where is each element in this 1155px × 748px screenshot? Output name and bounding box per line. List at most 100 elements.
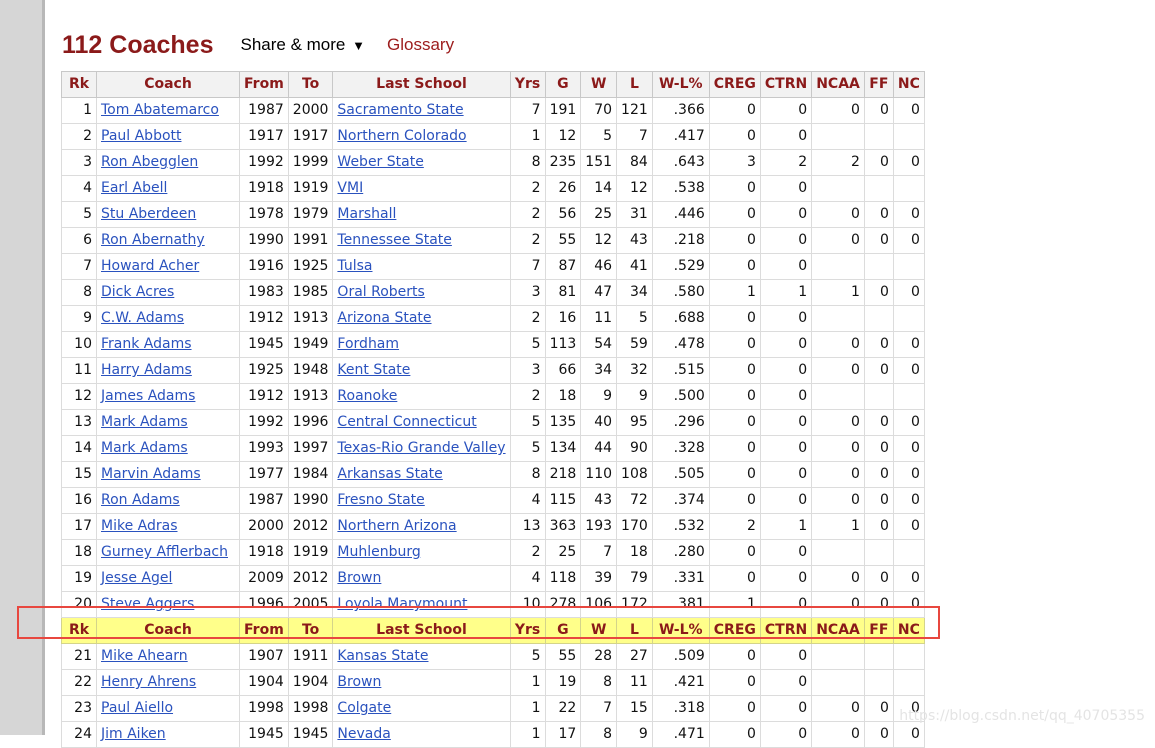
school-link[interactable]: Arizona State bbox=[337, 310, 432, 326]
header-nc: NC bbox=[892, 617, 925, 644]
header-to[interactable]: To bbox=[287, 71, 334, 98]
header-l[interactable]: L bbox=[616, 71, 653, 98]
cell-yrs: 2 bbox=[509, 383, 546, 410]
coach-link[interactable]: Harry Adams bbox=[101, 362, 192, 378]
cell-coach: Mark Adams bbox=[96, 435, 240, 462]
header-w[interactable]: W bbox=[580, 71, 618, 98]
cell-ff: 0 bbox=[863, 149, 894, 176]
cell-to: 1949 bbox=[287, 331, 334, 358]
header-last-school[interactable]: Last School bbox=[332, 71, 511, 98]
cell-ncaa: 0 bbox=[811, 435, 865, 462]
cell-ctrn: 0 bbox=[759, 123, 813, 150]
school-link[interactable]: Tulsa bbox=[337, 258, 373, 274]
cell-yrs: 2 bbox=[509, 175, 546, 202]
coach-link[interactable]: C.W. Adams bbox=[101, 310, 185, 326]
glossary-link[interactable]: Glossary bbox=[387, 35, 455, 54]
cell-ff bbox=[863, 175, 894, 202]
coach-link[interactable]: Ron Adams bbox=[101, 492, 180, 508]
header-coach[interactable]: Coach bbox=[96, 71, 240, 98]
header-creg[interactable]: CREG bbox=[708, 71, 761, 98]
header-ff[interactable]: FF bbox=[863, 71, 894, 98]
cell-nc bbox=[892, 123, 925, 150]
coach-link[interactable]: Tom Abatemarco bbox=[101, 102, 219, 118]
cell-coach: Earl Abell bbox=[96, 175, 240, 202]
cell-l: 27 bbox=[616, 643, 653, 670]
cell-nc: 0 bbox=[892, 409, 925, 436]
coach-link[interactable]: Ron Abernathy bbox=[101, 232, 205, 248]
coach-link[interactable]: Gurney Afflerbach bbox=[101, 544, 228, 560]
share-menu-button[interactable]: Share & more ▼ bbox=[241, 35, 366, 55]
cell-last-school: Arizona State bbox=[332, 305, 511, 332]
coach-link[interactable]: Steve Aggers bbox=[101, 596, 195, 612]
header-g[interactable]: G bbox=[544, 71, 582, 98]
cell-g: 113 bbox=[544, 331, 582, 358]
school-link[interactable]: Brown bbox=[337, 674, 382, 690]
coach-link[interactable]: Mike Ahearn bbox=[101, 648, 188, 664]
school-link[interactable]: Loyola Marymount bbox=[337, 596, 468, 612]
school-link[interactable]: Northern Arizona bbox=[337, 518, 457, 534]
school-link[interactable]: VMI bbox=[337, 180, 364, 196]
header-nc[interactable]: NC bbox=[892, 71, 925, 98]
school-link[interactable]: Colgate bbox=[337, 700, 392, 716]
coach-link[interactable]: Earl Abell bbox=[101, 180, 168, 196]
coach-link[interactable]: Mike Adras bbox=[101, 518, 178, 534]
school-link[interactable]: Fresno State bbox=[337, 492, 425, 508]
header-yrs[interactable]: Yrs bbox=[509, 71, 546, 98]
school-link[interactable]: Sacramento State bbox=[337, 102, 464, 118]
header-wl-pct[interactable]: W-L% bbox=[651, 71, 710, 98]
school-link[interactable]: Texas-Rio Grande Valley bbox=[337, 440, 506, 456]
coach-link[interactable]: Mark Adams bbox=[101, 414, 188, 430]
header-from[interactable]: From bbox=[239, 71, 289, 98]
cell-coach: Mike Ahearn bbox=[96, 643, 240, 670]
cell-w: 106 bbox=[580, 591, 618, 618]
cell-ff bbox=[863, 539, 894, 566]
school-link[interactable]: Oral Roberts bbox=[337, 284, 425, 300]
coach-link[interactable]: Mark Adams bbox=[101, 440, 188, 456]
cell-coach: Paul Aiello bbox=[96, 695, 240, 722]
school-link[interactable]: Arkansas State bbox=[337, 466, 443, 482]
coach-link[interactable]: Stu Aberdeen bbox=[101, 206, 197, 222]
cell-ctrn: 0 bbox=[759, 383, 813, 410]
school-link[interactable]: Tennessee State bbox=[337, 232, 452, 248]
coach-link[interactable]: Ron Abegglen bbox=[101, 154, 199, 170]
header-ctrn[interactable]: CTRN bbox=[759, 71, 813, 98]
school-link[interactable]: Northern Colorado bbox=[337, 128, 467, 144]
coach-link[interactable]: Paul Aiello bbox=[101, 700, 174, 716]
cell-w: 47 bbox=[580, 279, 618, 306]
header-rk[interactable]: Rk bbox=[61, 71, 97, 98]
header-ncaa[interactable]: NCAA bbox=[811, 71, 865, 98]
school-link[interactable]: Weber State bbox=[337, 154, 424, 170]
cell-creg: 0 bbox=[708, 305, 761, 332]
school-link[interactable]: Fordham bbox=[337, 336, 400, 352]
coach-link[interactable]: Frank Adams bbox=[101, 336, 192, 352]
cell-to: 1911 bbox=[287, 643, 334, 670]
cell-creg: 0 bbox=[708, 97, 761, 124]
cell-w: 5 bbox=[580, 123, 618, 150]
school-link[interactable]: Kansas State bbox=[337, 648, 429, 664]
cell-yrs: 10 bbox=[509, 591, 546, 618]
school-link[interactable]: Marshall bbox=[337, 206, 397, 222]
school-link[interactable]: Muhlenburg bbox=[337, 544, 421, 560]
coach-link[interactable]: Jesse Agel bbox=[101, 570, 173, 586]
cell-g: 55 bbox=[544, 643, 582, 670]
school-link[interactable]: Central Connecticut bbox=[337, 414, 477, 430]
coach-link[interactable]: Dick Acres bbox=[101, 284, 175, 300]
header-wl-pct: W-L% bbox=[651, 617, 710, 644]
coach-link[interactable]: Marvin Adams bbox=[101, 466, 201, 482]
coach-link[interactable]: Henry Ahrens bbox=[101, 674, 197, 690]
coach-link[interactable]: James Adams bbox=[101, 388, 196, 404]
school-link[interactable]: Nevada bbox=[337, 726, 391, 742]
cell-l: 90 bbox=[616, 435, 653, 462]
coach-link[interactable]: Paul Abbott bbox=[101, 128, 182, 144]
school-link[interactable]: Roanoke bbox=[337, 388, 398, 404]
coach-link[interactable]: Jim Aiken bbox=[101, 726, 166, 742]
cell-w: 28 bbox=[580, 643, 618, 670]
school-link[interactable]: Brown bbox=[337, 570, 382, 586]
cell-l: 108 bbox=[616, 461, 653, 488]
cell-creg: 0 bbox=[708, 539, 761, 566]
cell-ff: 0 bbox=[863, 695, 894, 722]
coach-link[interactable]: Howard Acher bbox=[101, 258, 200, 274]
cell-last-school: Brown bbox=[332, 669, 511, 696]
cell-yrs: 7 bbox=[509, 97, 546, 124]
school-link[interactable]: Kent State bbox=[337, 362, 411, 378]
